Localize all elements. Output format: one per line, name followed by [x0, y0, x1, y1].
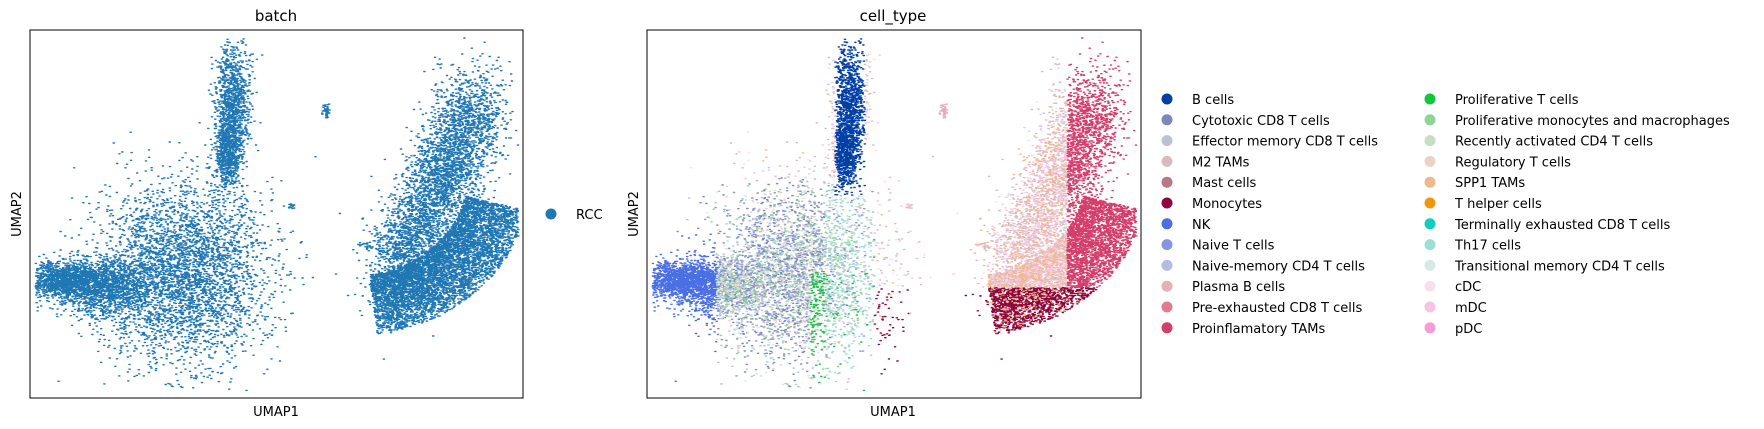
legend-label: Th17 cells — [1454, 239, 1521, 254]
legend-marker — [1424, 301, 1436, 313]
legend-label: Proliferative T cells — [1455, 93, 1579, 108]
legend: B cells Cytotoxic CD8 T cells Effector mem… — [1161, 93, 1730, 337]
legend-marker — [1161, 301, 1173, 313]
plot-frame — [646, 29, 1142, 399]
legend-label: T helper cells — [1454, 197, 1542, 212]
legend-marker — [1161, 114, 1173, 126]
legend-marker — [1161, 280, 1173, 292]
legend-label: B cells — [1192, 93, 1234, 108]
legend-label: Cytotoxic CD8 T cells — [1192, 114, 1330, 129]
legend-label: pDC — [1455, 322, 1482, 337]
legend-label: Naive-memory CD4 T cells — [1192, 259, 1365, 274]
legend-marker — [1161, 197, 1173, 209]
scatter-series — [707, 185, 876, 388]
legend-marker — [1424, 197, 1436, 209]
y-axis-label: UMAP2 — [10, 191, 25, 237]
x-axis-label: UMAP1 — [253, 405, 299, 420]
scatter-series — [834, 38, 867, 196]
legend-marker — [1161, 155, 1173, 167]
scatter-series — [34, 37, 520, 392]
legend-label: Regulatory T cells — [1455, 155, 1571, 170]
legend-marker — [1161, 239, 1173, 251]
legend-label: cDC — [1455, 280, 1481, 295]
x-axis-label: UMAP1 — [870, 405, 916, 420]
legend-marker — [1424, 155, 1436, 167]
scatter-series — [1066, 37, 1138, 289]
scatter-series — [690, 53, 1069, 289]
legend-marker — [1161, 176, 1173, 188]
plot-frame — [29, 29, 524, 399]
legend-label: NK — [1192, 218, 1211, 233]
scatter-series — [938, 103, 949, 119]
legend-label: Proliferative monocytes and macrophages — [1455, 114, 1730, 129]
legend-marker — [1161, 259, 1173, 271]
chart-title: cell_type — [860, 7, 927, 26]
panel-cell-type: cell_type UMAP1 UMAP2 B cells Cytotoxic C… — [627, 7, 1730, 420]
legend-label: Naive T cells — [1192, 239, 1275, 254]
legend-label: Terminally exhausted CD8 T cells — [1454, 218, 1670, 233]
legend-marker — [1161, 135, 1173, 147]
y-axis-label: UMAP2 — [627, 191, 642, 237]
legend-label: SPP1 TAMs — [1455, 176, 1525, 191]
scatter-series — [651, 233, 719, 382]
scatter-series — [715, 177, 873, 376]
legend-label: RCC — [576, 208, 603, 223]
scatter-points — [651, 37, 1138, 392]
chart-title: batch — [255, 7, 297, 25]
scatter-points — [34, 37, 520, 392]
legend-marker — [545, 208, 557, 220]
legend-marker — [1424, 322, 1436, 334]
panel-batch: batch UMAP1 UMAP2 RCC — [10, 7, 603, 420]
legend-label: Pre-exhausted CD8 T cells — [1192, 301, 1362, 316]
legend-marker — [1424, 239, 1436, 251]
legend-label: Recently activated CD4 T cells — [1455, 135, 1653, 150]
legend-label: Plasma B cells — [1192, 280, 1285, 295]
scatter-series — [715, 176, 874, 390]
legend-marker — [1424, 114, 1436, 126]
legend-label: Mast cells — [1192, 176, 1257, 191]
legend-marker — [1424, 259, 1436, 271]
scatter-series — [809, 272, 876, 392]
scatter-series — [824, 182, 876, 383]
scatter-series — [761, 56, 1084, 334]
legend-marker — [1161, 218, 1173, 230]
legend: RCC — [545, 208, 603, 223]
legend-label: Transitional memory CD4 T cells — [1454, 259, 1665, 274]
legend-label: Proinflamatory TAMs — [1192, 322, 1326, 337]
legend-marker — [1161, 322, 1173, 334]
legend-marker — [1424, 280, 1436, 292]
legend-marker — [1424, 218, 1436, 230]
legend-label: Monocytes — [1192, 197, 1262, 212]
legend-label: Effector memory CD8 T cells — [1192, 135, 1378, 150]
legend-marker — [1424, 93, 1436, 105]
legend-marker — [1161, 93, 1173, 105]
legend-marker — [1424, 176, 1436, 188]
legend-label: mDC — [1455, 301, 1487, 316]
legend-label: M2 TAMs — [1192, 155, 1250, 170]
legend-marker — [1424, 135, 1436, 147]
